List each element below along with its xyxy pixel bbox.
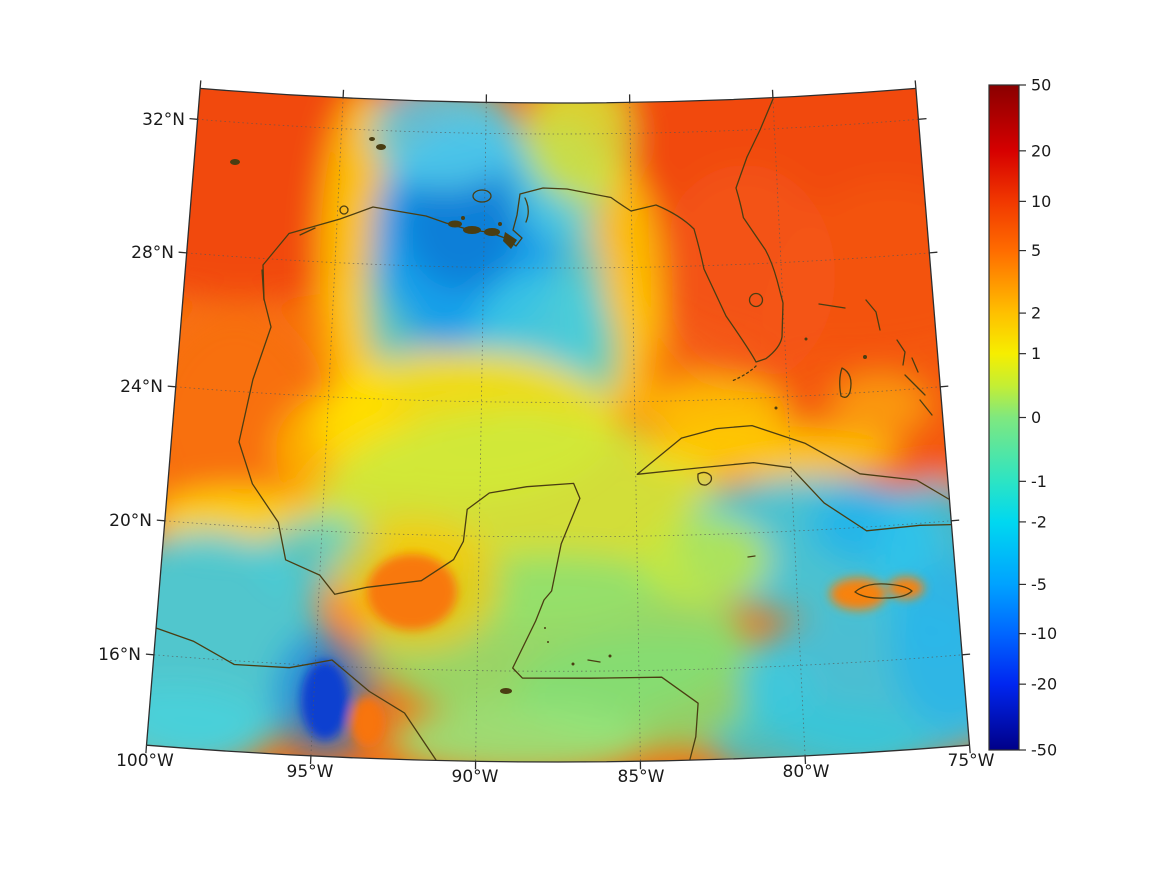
lake-pontchartrain [472,189,492,203]
colorbar-tick-label: 5 [1031,241,1041,260]
galveston-bay [339,205,349,215]
lon-label-75w: 75°W [948,751,995,771]
coastline-cuba [636,424,953,532]
small-islands [544,337,867,666]
colorbar-tick-label: 50 [1031,76,1051,95]
axis-ticks [145,80,971,770]
lon-label-85w: 85°W [618,767,665,787]
colorbar-tick-label: 1 [1031,344,1041,363]
chandeleur-islands [524,197,529,223]
colorbar-tick-label: -5 [1031,575,1047,594]
lat-label-16n: 16°N [98,645,141,665]
coastline-pacific [155,627,437,761]
lat-label-24n: 24°N [120,377,163,397]
lake-okeechobee [748,292,764,308]
coastline-jamaica [854,583,913,599]
colorbar-tick-label: -2 [1031,512,1047,531]
inland-lakes [230,137,512,694]
lat-label-28n: 28°N [131,243,174,263]
heatmap-field [146,88,970,762]
colorbar-tick-label: 2 [1031,304,1041,323]
lon-label-90w: 90°W [452,767,499,787]
mississippi-delta-marsh [448,216,517,249]
colorbar-tick-label: -1 [1031,472,1047,491]
laguna-madre [261,227,316,301]
coastlines [155,98,953,761]
colorbar-gradient [988,84,1020,751]
bahamas-islands [818,299,933,416]
colorbar-tick-label: 0 [1031,408,1041,427]
map-frame [145,87,971,763]
graticule-gridlines [153,97,963,762]
cayman-islands [587,555,756,663]
colorbar-tick-label: -10 [1031,624,1057,643]
lon-label-100w: 100°W [116,751,174,771]
lat-label-32n: 32°N [142,110,185,130]
coastline-gulf-atlantic [238,98,784,761]
lon-label-80w: 80°W [783,762,830,782]
coastline-isla-juventud [697,471,713,486]
colorbar-tick-label: -50 [1031,741,1057,760]
colorbar-tick-label: 20 [1031,141,1051,160]
lat-label-20n: 20°N [109,511,152,531]
colorbar-tick-label: 10 [1031,192,1051,211]
florida-keys [731,365,757,382]
lon-label-95w: 95°W [287,762,334,782]
colorbar-tick-label: -20 [1031,675,1057,694]
axis-labels: 32°N 28°N 24°N 20°N 16°N 100°W 95°W 90°W… [98,110,995,787]
